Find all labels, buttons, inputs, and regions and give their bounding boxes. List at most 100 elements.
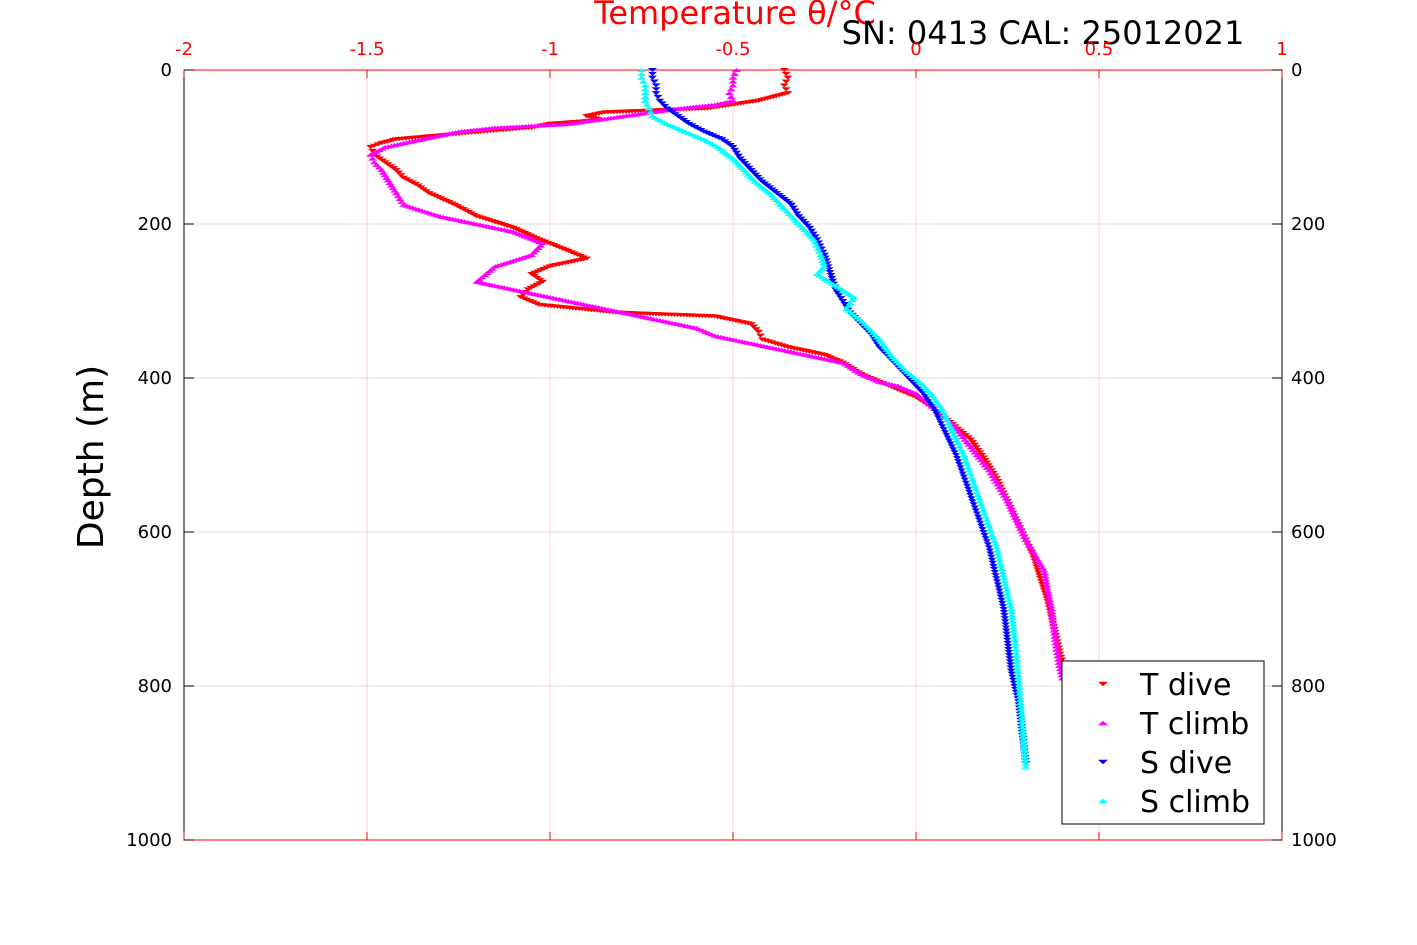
data-point bbox=[746, 322, 756, 327]
data-point bbox=[385, 180, 395, 185]
data-point bbox=[807, 228, 817, 233]
data-point bbox=[1013, 666, 1023, 671]
data-point bbox=[961, 459, 971, 464]
data-point bbox=[974, 496, 984, 501]
data-point bbox=[995, 560, 1005, 565]
data-point bbox=[800, 221, 810, 226]
data-point bbox=[986, 551, 996, 556]
data-point bbox=[651, 83, 661, 88]
data-point bbox=[1021, 537, 1031, 542]
data-point bbox=[825, 270, 835, 275]
data-point bbox=[950, 435, 960, 440]
legend-box bbox=[1061, 660, 1265, 825]
x-tick-label: -1 bbox=[541, 39, 559, 60]
data-point bbox=[744, 165, 754, 170]
y-tick-label-right: 400 bbox=[1291, 368, 1325, 389]
data-point bbox=[1008, 625, 1018, 630]
y-tick-label-right: 600 bbox=[1291, 522, 1325, 543]
data-point bbox=[1002, 634, 1012, 639]
data-point bbox=[1022, 540, 1032, 545]
data-point bbox=[973, 493, 983, 498]
data-point bbox=[1000, 582, 1010, 587]
data-point bbox=[391, 168, 401, 173]
data-point bbox=[1012, 663, 1022, 668]
data-point bbox=[985, 526, 995, 531]
data-point bbox=[637, 67, 646, 73]
data-point bbox=[378, 170, 388, 175]
data-point bbox=[997, 597, 1007, 602]
data-point bbox=[1049, 625, 1059, 630]
data-point bbox=[738, 158, 748, 163]
data-point bbox=[1043, 589, 1053, 594]
data-series bbox=[366, 67, 1071, 769]
data-point bbox=[642, 102, 652, 107]
data-point bbox=[990, 570, 1000, 575]
data-point bbox=[845, 300, 855, 305]
data-point bbox=[383, 178, 393, 183]
data-point bbox=[792, 211, 802, 216]
data-point bbox=[1008, 510, 1018, 515]
data-point bbox=[1008, 622, 1018, 627]
data-point bbox=[1003, 594, 1013, 599]
data-point bbox=[834, 293, 844, 298]
data-point bbox=[980, 533, 990, 538]
data-point bbox=[1019, 746, 1029, 751]
data-point bbox=[967, 477, 977, 482]
data-point bbox=[813, 246, 823, 251]
data-point bbox=[640, 87, 650, 92]
data-point bbox=[849, 295, 859, 300]
data-point bbox=[640, 83, 650, 88]
data-point bbox=[983, 520, 993, 525]
data-point bbox=[1017, 529, 1027, 534]
data-point bbox=[657, 101, 667, 106]
data-point bbox=[810, 234, 820, 239]
data-point bbox=[1008, 674, 1018, 679]
data-point bbox=[733, 153, 743, 158]
data-point bbox=[1003, 637, 1012, 642]
data-point bbox=[963, 486, 973, 491]
y-axis-label: Depth (m) bbox=[71, 365, 112, 549]
y-tick-label-right: 800 bbox=[1291, 676, 1325, 697]
data-point bbox=[735, 156, 745, 161]
data-point bbox=[798, 218, 808, 223]
data-point bbox=[1021, 761, 1031, 766]
data-point bbox=[941, 415, 951, 420]
data-point bbox=[999, 576, 1009, 581]
data-point bbox=[1014, 685, 1024, 690]
data-point bbox=[989, 563, 999, 568]
data-point bbox=[1007, 613, 1017, 618]
data-point bbox=[1017, 716, 1027, 721]
data-point bbox=[981, 536, 991, 541]
data-point bbox=[1020, 752, 1030, 757]
data-point bbox=[1053, 654, 1063, 659]
legend-marker bbox=[1098, 720, 1108, 726]
data-point bbox=[380, 173, 390, 178]
data-point bbox=[979, 455, 989, 460]
data-point bbox=[751, 172, 761, 177]
data-point bbox=[1027, 548, 1037, 553]
data-point bbox=[1052, 647, 1062, 652]
data-point bbox=[998, 490, 1008, 495]
data-point bbox=[1029, 551, 1039, 556]
data-point bbox=[956, 465, 966, 470]
data-point bbox=[1045, 601, 1055, 606]
data-point bbox=[1004, 501, 1014, 506]
legend-label: T dive bbox=[1139, 668, 1231, 703]
data-point bbox=[1024, 543, 1034, 548]
data-point bbox=[962, 462, 972, 467]
data-point bbox=[988, 536, 998, 541]
data-point bbox=[956, 447, 966, 452]
data-point bbox=[746, 168, 756, 173]
data-point bbox=[960, 477, 970, 482]
data-point bbox=[943, 421, 953, 426]
data-point bbox=[1006, 507, 1016, 512]
data-point bbox=[1013, 673, 1023, 678]
data-point bbox=[984, 523, 994, 528]
data-point bbox=[937, 406, 947, 411]
data-point bbox=[1018, 731, 1028, 736]
data-point bbox=[1011, 650, 1021, 655]
data-point bbox=[1000, 619, 1010, 624]
data-point bbox=[779, 67, 789, 73]
data-point bbox=[1013, 669, 1023, 674]
data-point bbox=[1026, 546, 1036, 551]
